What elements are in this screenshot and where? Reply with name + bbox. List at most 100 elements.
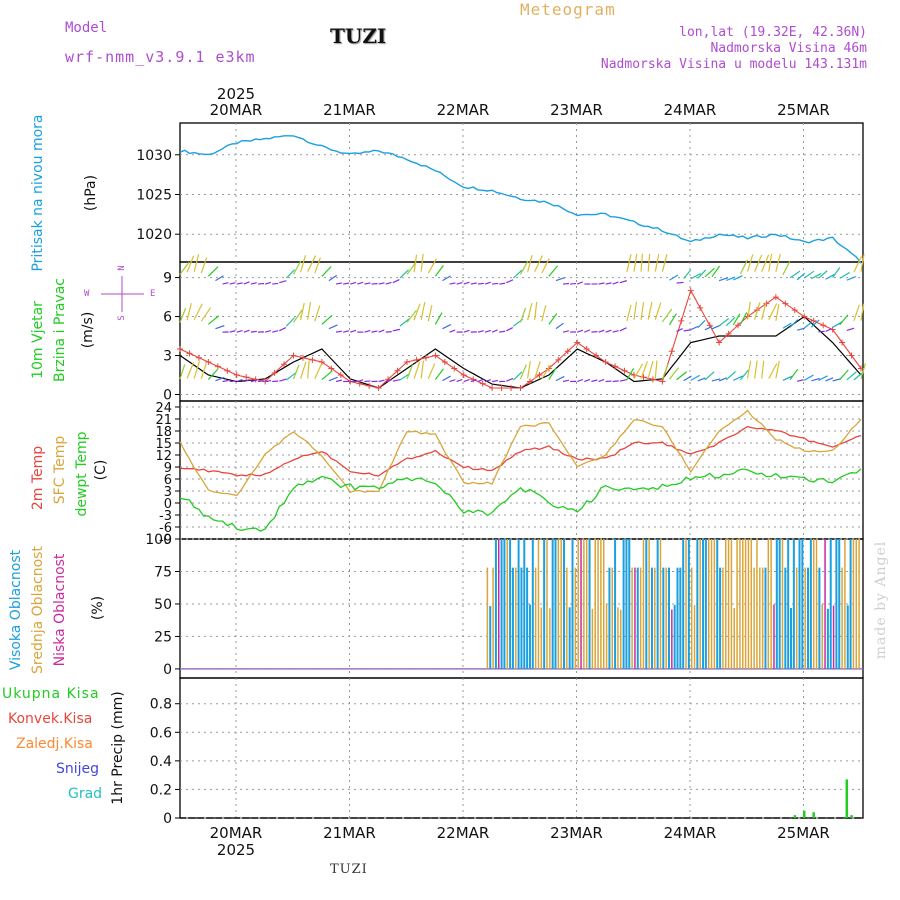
wind-arrow xyxy=(775,360,780,379)
wind-arrow xyxy=(193,361,201,379)
wind-arrow xyxy=(534,255,544,272)
wind-arrow xyxy=(434,368,444,380)
wind-arrow xyxy=(207,369,218,380)
wind-arrow xyxy=(420,253,424,272)
wind-arrow xyxy=(449,329,456,333)
wind-arrow xyxy=(541,364,552,380)
ytick-label: 0.6 xyxy=(150,725,172,741)
wind-arrow xyxy=(612,380,619,383)
wind-arrow xyxy=(562,330,570,333)
gust-marker xyxy=(233,372,240,379)
ytick-label: 9 xyxy=(164,461,172,476)
wind-arrow xyxy=(577,329,584,333)
wind-arrow xyxy=(477,330,484,333)
wind-arrow xyxy=(690,325,699,331)
wind-arrow xyxy=(711,378,721,382)
wind-arrow xyxy=(803,374,814,381)
wind-arrow xyxy=(229,282,236,285)
wind-arrow xyxy=(811,272,822,280)
gust-marker xyxy=(820,322,827,329)
ytick-label: 0 xyxy=(163,388,172,404)
wind-arrow xyxy=(768,363,778,379)
wind-arrow xyxy=(179,364,186,380)
wind-arrow xyxy=(314,257,321,274)
compass-e: E xyxy=(150,289,156,299)
wind-arrow xyxy=(598,282,605,285)
wind-arrow xyxy=(562,379,570,383)
wind-arrow xyxy=(392,279,400,284)
wind-arrow xyxy=(697,319,706,329)
gust-marker xyxy=(621,367,628,374)
gust-marker xyxy=(508,385,515,392)
wind-arrow xyxy=(250,282,257,285)
wind-arrow xyxy=(215,325,225,330)
wind-arrow xyxy=(803,270,815,279)
wind-arrow xyxy=(207,315,220,325)
wind-arrow xyxy=(676,371,688,381)
gust-marker xyxy=(612,363,619,370)
gust-marker xyxy=(422,354,429,361)
wind-arrow xyxy=(364,329,371,333)
wind-arrow xyxy=(668,313,677,326)
wind-arrow xyxy=(364,380,371,383)
wind-speed-line xyxy=(179,315,862,389)
wind-arrow xyxy=(619,280,627,284)
wind-arrow xyxy=(626,368,635,380)
gust-marker xyxy=(517,385,524,392)
gust-marker xyxy=(593,352,600,359)
wind-arrow xyxy=(442,324,452,330)
wind-arrow xyxy=(846,371,857,381)
wind-arrow xyxy=(654,253,660,272)
wind-arrow xyxy=(690,273,701,280)
wind-arrow xyxy=(250,330,257,333)
wind-arrow xyxy=(640,361,648,379)
wind-arrow xyxy=(832,267,841,278)
ytick-label: 3 xyxy=(164,485,172,500)
wind-arrow xyxy=(647,253,651,272)
wind-arrow xyxy=(839,271,850,279)
wind-arrow xyxy=(647,360,654,379)
wind-arrow xyxy=(789,270,801,279)
gust-marker xyxy=(772,294,779,301)
wind-arrow xyxy=(746,360,752,379)
wind-arrow xyxy=(314,363,323,380)
wind-arrow xyxy=(626,254,632,272)
wind-arrow xyxy=(257,380,265,383)
wind-arrow xyxy=(279,280,287,284)
wind-arrow xyxy=(584,329,591,333)
wind-arrow xyxy=(286,372,297,381)
wind-arrow xyxy=(563,282,570,285)
wind-arrow xyxy=(335,282,343,285)
wind-arrow xyxy=(406,364,414,380)
wind-arrow xyxy=(739,369,749,381)
wind-arrow xyxy=(839,369,849,381)
gust-marker xyxy=(839,339,846,346)
ytick-label: 0.4 xyxy=(150,754,172,770)
wind-arrow xyxy=(243,281,250,285)
gust-marker xyxy=(782,300,789,307)
wind-arrow xyxy=(605,282,612,285)
wind-arrow xyxy=(343,282,350,285)
ytick-label: 0 xyxy=(163,662,172,678)
wind-arrow xyxy=(534,301,538,320)
ytick-label: 1025 xyxy=(136,187,172,203)
wind-arrow xyxy=(193,254,200,272)
gust-marker xyxy=(602,359,609,366)
wind-arrow xyxy=(619,378,628,382)
gust-marker xyxy=(555,356,562,363)
wind-arrow xyxy=(746,301,751,320)
wind-arrow xyxy=(456,281,463,285)
wind-arrow xyxy=(853,304,861,321)
top-day-label: 25MAR xyxy=(777,101,830,119)
top-day-label: 22MAR xyxy=(437,101,490,119)
wind-arrow xyxy=(661,308,673,323)
wind-arrow xyxy=(761,254,770,272)
temp2m-line xyxy=(179,425,862,477)
wind-arrow xyxy=(654,360,658,379)
wind-arrow xyxy=(683,329,691,332)
gust-marker xyxy=(574,339,581,346)
meteogram-title: Meteogram xyxy=(520,0,616,19)
wind-arrow xyxy=(215,275,224,282)
wind-arrow xyxy=(279,327,287,332)
wind-arrow xyxy=(364,282,371,285)
